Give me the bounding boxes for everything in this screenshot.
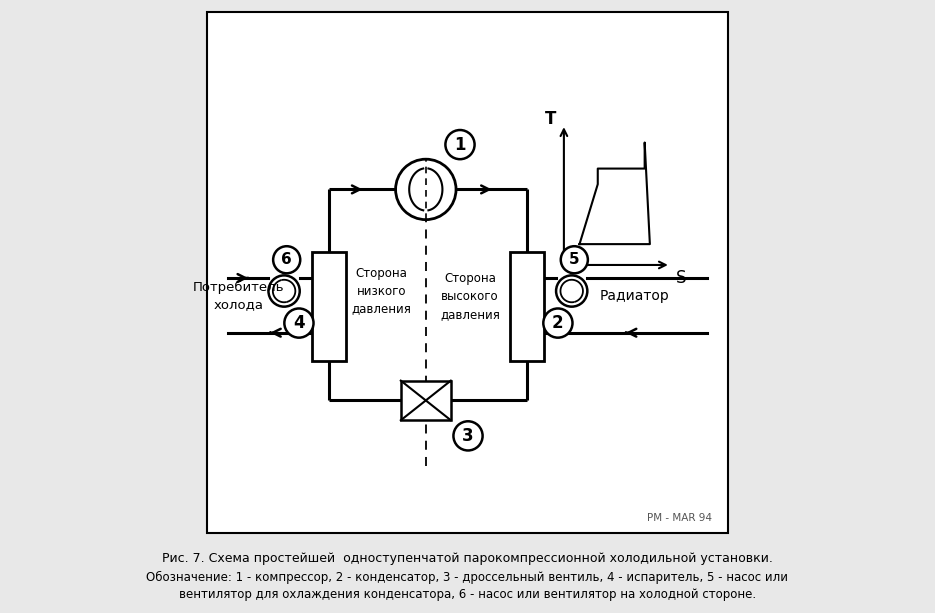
Text: 3: 3: [462, 427, 474, 445]
Text: 6: 6: [281, 253, 292, 267]
Circle shape: [284, 308, 313, 338]
Circle shape: [543, 308, 572, 338]
Circle shape: [445, 130, 475, 159]
Text: Радиатор: Радиатор: [599, 289, 669, 303]
Text: Рис. 7. Схема простейшей  одноступенчатой парокомпрессионной холодильной установ: Рис. 7. Схема простейшей одноступенчатой…: [162, 552, 773, 565]
Bar: [511, 252, 544, 362]
Circle shape: [556, 275, 587, 306]
Text: T: T: [545, 110, 556, 128]
Text: Сторона
высокого
давления: Сторона высокого давления: [440, 272, 500, 321]
Circle shape: [273, 246, 300, 273]
Text: Потребитель
холода: Потребитель холода: [193, 281, 284, 311]
Text: 4: 4: [294, 314, 305, 332]
Text: 2: 2: [552, 314, 564, 332]
Text: PM - MAR 94: PM - MAR 94: [647, 513, 712, 523]
Text: 1: 1: [454, 135, 466, 154]
Circle shape: [453, 421, 482, 451]
Circle shape: [268, 275, 300, 306]
Text: Сторона
низкого
давления: Сторона низкого давления: [352, 267, 411, 316]
Bar: [401, 381, 451, 421]
Text: S: S: [676, 269, 686, 287]
Circle shape: [396, 159, 456, 219]
Text: вентилятор для охлаждения конденсатора, 6 - насос или вентилятор на холодной сто: вентилятор для охлаждения конденсатора, …: [179, 588, 756, 601]
Text: 5: 5: [569, 253, 580, 267]
Bar: [312, 252, 346, 362]
Circle shape: [561, 246, 588, 273]
Text: Обозначение: 1 - компрессор, 2 - конденсатор, 3 - дроссельный вентиль, 4 - испар: Обозначение: 1 - компрессор, 2 - конденс…: [147, 571, 788, 584]
